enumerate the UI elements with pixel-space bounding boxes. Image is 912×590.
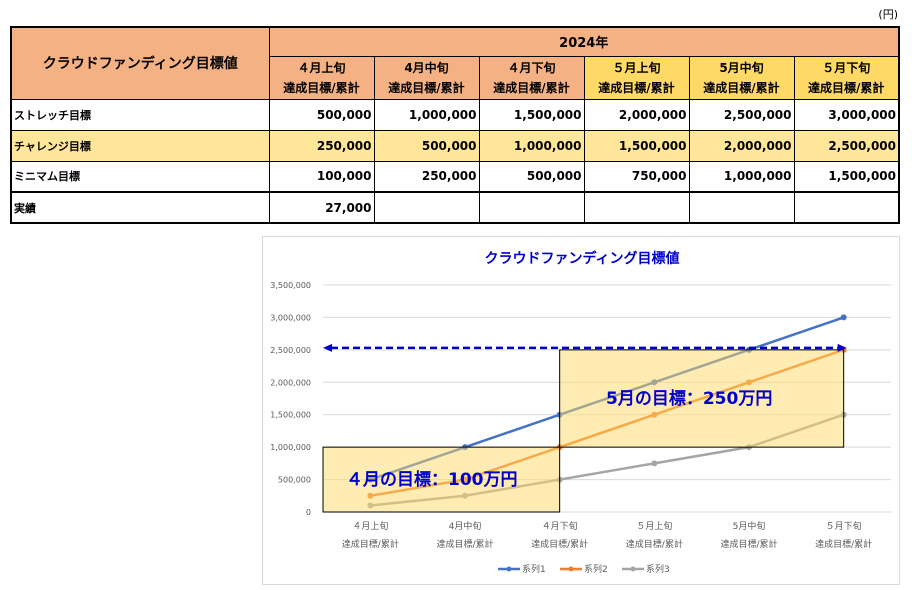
sub-label: 達成目標/累計 [283, 80, 360, 95]
cell-value: 500,000 [268, 98, 375, 131]
legend-label: 系列3 [646, 563, 670, 575]
cell-value: 500,000 [478, 160, 585, 193]
x-tick-label: ５月上旬 [636, 520, 672, 532]
legend-marker [568, 566, 574, 572]
y-tick-label: 3,500,000 [270, 281, 311, 290]
cell-value: 100,000 [268, 160, 375, 193]
cell-value: 250,000 [268, 129, 375, 162]
cell-value [373, 191, 480, 224]
chart-title: クラウドファンディング目標値 [484, 250, 679, 267]
goal-annotation: ４月の目標：100万円 [346, 469, 518, 490]
goal-box [322, 446, 561, 513]
cell-value: 2,500,000 [688, 98, 795, 131]
corner-header: クラウドファンディング目標値 [10, 26, 270, 100]
x-tick-label: 4月中旬 [449, 520, 482, 532]
cell-value: 27,000 [268, 191, 375, 224]
sub-label: 達成目標/累計 [388, 80, 465, 95]
cell-value: 2,500,000 [793, 129, 900, 162]
cell-value: 2,000,000 [688, 129, 795, 162]
table-row: ミニマム目標 100,000 250,000 500,000 750,000 1,000,… [10, 160, 900, 193]
cell-value: 1,000,000 [373, 98, 480, 131]
x-tick-label: 達成目標/累計 [436, 538, 493, 550]
y-tick-label: 500,000 [278, 476, 311, 485]
x-tick-label: 達成目標/累計 [815, 538, 872, 550]
y-tick-label: 3,000,000 [270, 313, 311, 322]
cell-value: 1,500,000 [478, 98, 585, 131]
x-tick-label: 達成目標/累計 [531, 538, 588, 550]
cell-value: 500,000 [373, 129, 480, 162]
cell-value: 3,000,000 [793, 98, 900, 131]
sub-label: 達成目標/累計 [703, 80, 780, 95]
legend-marker [630, 566, 636, 572]
data-point [840, 314, 847, 321]
row-label: 実績 [10, 191, 270, 224]
goal-annotation: 5月の目標：250万円 [606, 388, 772, 409]
cell-value: 1,500,000 [583, 129, 690, 162]
sub-label: 達成目標/累計 [598, 80, 675, 95]
data-point [651, 460, 658, 467]
row-label: ストレッチ目標 [10, 98, 270, 131]
cell-value [583, 191, 690, 224]
unit-label: (円) [878, 8, 898, 21]
x-tick-label: ４月上旬 [352, 520, 388, 532]
row-label: ミニマム目標 [10, 160, 270, 193]
cell-value: 750,000 [583, 160, 690, 193]
arrow-right-icon [837, 343, 847, 352]
legend-marker [506, 566, 512, 572]
goal-table: クラウドファンディング目標値 2024年 ４月上旬 達成目標/累計 4月中旬 達成目標… [10, 26, 900, 224]
period-label: ５月下旬 [822, 60, 871, 75]
cell-value: 1,000,000 [478, 129, 585, 162]
column-header: ５月上旬達成目標/累計 [583, 55, 690, 100]
x-tick-label: ４月下旬 [542, 520, 578, 532]
period-label: ５月上旬 [612, 60, 661, 75]
cell-value: 1,000,000 [688, 160, 795, 193]
table-row: 実績 27,000 [10, 191, 900, 224]
cell-value [793, 191, 900, 224]
column-header: 5月中旬達成目標/累計 [688, 55, 795, 100]
y-tick-label: 2,500,000 [270, 346, 311, 355]
y-tick-label: 2,000,000 [270, 378, 311, 387]
cell-value: 2,000,000 [583, 98, 690, 131]
chart-svg: クラウドファンディング目標値 0 500,000 1,000,000 1,500,000… [270, 250, 891, 575]
x-tick-label: 達成目標/累計 [720, 538, 777, 550]
period-label: ４月上旬 [297, 60, 346, 75]
cell-value [688, 191, 795, 224]
period-label: ４月下旬 [507, 60, 556, 75]
column-header: ５月下旬達成目標/累計 [793, 55, 900, 100]
table-row: ストレッチ目標 500,000 1,000,000 1,500,000 2,000,00… [10, 98, 900, 131]
legend-label: 系列1 [522, 563, 546, 575]
cell-value [478, 191, 585, 224]
period-label: 5月中旬 [719, 60, 764, 75]
sub-label: 達成目標/累計 [493, 80, 570, 95]
y-tick-label: 0 [306, 508, 311, 517]
row-label: チャレンジ目標 [10, 129, 270, 162]
column-header: ４月上旬達成目標/累計 [268, 55, 375, 100]
goal-box [559, 349, 845, 448]
cell-value: 1,500,000 [793, 160, 900, 193]
chart: クラウドファンディング目標値 0 500,000 1,000,000 1,500,000… [262, 236, 900, 585]
x-tick-label: 達成目標/累計 [342, 538, 399, 550]
year-header: 2024年 [268, 26, 900, 57]
x-tick-label: 5月中旬 [733, 520, 766, 532]
cell-value: 250,000 [373, 160, 480, 193]
period-label: 4月中旬 [404, 60, 449, 75]
y-tick-label: 1,500,000 [270, 411, 311, 420]
sub-label: 達成目標/累計 [808, 80, 885, 95]
column-header: 4月中旬達成目標/累計 [373, 55, 480, 100]
legend-label: 系列2 [584, 563, 608, 575]
column-header: ４月下旬達成目標/累計 [478, 55, 585, 100]
arrow-left-icon [323, 343, 332, 352]
y-tick-label: 1,000,000 [270, 443, 311, 452]
table-row: チャレンジ目標 250,000 500,000 1,000,000 1,500,000 2… [10, 129, 900, 162]
x-tick-label: ５月下旬 [826, 520, 862, 532]
x-tick-label: 達成目標/累計 [626, 538, 683, 550]
